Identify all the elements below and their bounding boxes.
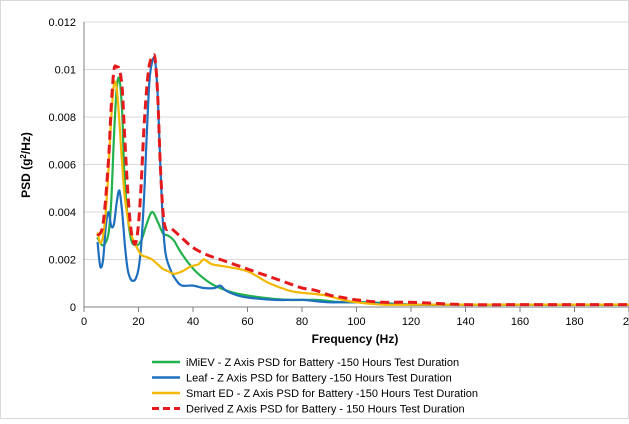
y-tick-label: 0.002 xyxy=(48,255,76,267)
y-tick-label: 0.012 xyxy=(48,17,76,29)
legend-label: Derived Z Axis PSD for Battery - 150 Hou… xyxy=(186,404,465,416)
x-tick-label: 40 xyxy=(187,316,199,328)
series-derived-line xyxy=(96,53,629,307)
x-tick-label: 0 xyxy=(81,316,87,328)
x-tick-label: 180 xyxy=(565,316,583,328)
axes xyxy=(83,22,629,312)
tick-labels: 0 0.002 0.004 0.006 0.008 0.01 0.012 0 20 40 60 80 1… xyxy=(48,17,629,328)
legend: iMiEV - Z Axis PSD for Battery -150 Hour… xyxy=(152,357,478,416)
y-tick-label: 0.01 xyxy=(55,65,76,77)
legend-label: Leaf - Z Axis PSD for Battery -150 Hours… xyxy=(186,373,452,385)
x-tick-label: 120 xyxy=(402,316,420,328)
x-tick-label: 100 xyxy=(347,316,365,328)
x-tick-label: 20 xyxy=(132,316,144,328)
x-tick-label: 20 xyxy=(623,316,629,328)
y-tick-label: 0 xyxy=(70,302,76,314)
y-tick-label: 0.004 xyxy=(48,207,76,219)
y-tick-label: 0.006 xyxy=(48,160,76,172)
legend-label: Smart ED - Z Axis PSD for Battery -150 H… xyxy=(186,388,478,400)
legend-label: iMiEV - Z Axis PSD for Battery -150 Hour… xyxy=(186,357,459,369)
series-leaf-line xyxy=(96,56,629,306)
x-tick-label: 80 xyxy=(296,316,308,328)
y-tick-label: 0.008 xyxy=(48,112,76,124)
series-lines xyxy=(96,53,629,307)
x-axis-title: Frequency (Hz) xyxy=(312,332,399,346)
y-axis-title: PSD (g2/Hz) xyxy=(19,132,34,198)
x-tick-label: 60 xyxy=(241,316,253,328)
x-tick-label: 140 xyxy=(456,316,474,328)
gridlines xyxy=(84,21,629,260)
x-tick-label: 160 xyxy=(511,316,529,328)
